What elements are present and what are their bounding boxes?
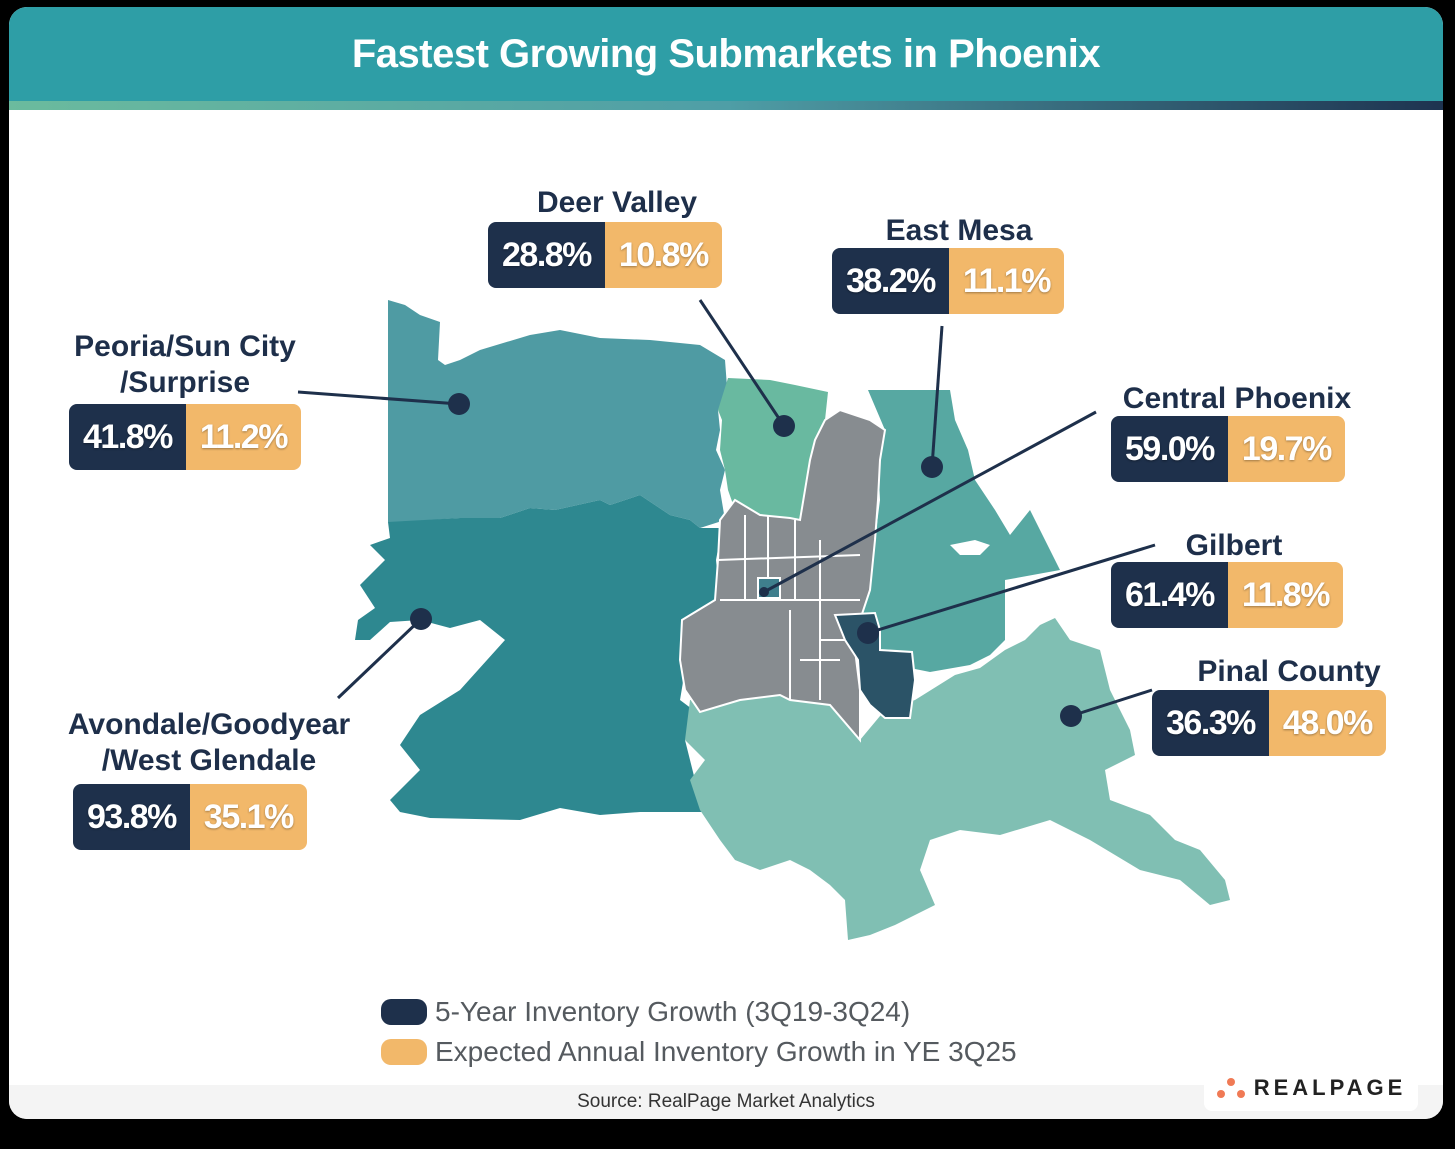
label-pinal-county: Pinal County	[1197, 655, 1381, 688]
five-year-growth-badge: 28.8%	[488, 222, 605, 288]
five-year-growth-badge: 59.0%	[1111, 416, 1228, 482]
annual-growth-badge: 11.2%	[185, 404, 301, 470]
badges-central-phoenix: 59.0% 19.7%	[1111, 416, 1345, 482]
annual-growth-badge: 48.0%	[1268, 690, 1386, 756]
region-pinal	[685, 618, 1230, 940]
legend-item-annual: Expected Annual Inventory Growth in YE 3…	[381, 1032, 1017, 1072]
badges-gilbert: 61.4% 11.8%	[1111, 562, 1343, 628]
five-year-growth-badge: 93.8%	[73, 784, 190, 850]
annual-growth-badge: 19.7%	[1227, 416, 1345, 482]
annual-growth-badge: 35.1%	[189, 784, 307, 850]
realpage-logo: REALPAGE	[1204, 1065, 1418, 1111]
avondale-marker	[410, 608, 432, 630]
gilbert-marker	[857, 622, 879, 644]
label-peoria: Peoria/Sun City /Surprise	[74, 330, 296, 399]
label-east-mesa: East Mesa	[885, 214, 1033, 247]
peoria-marker	[448, 393, 470, 415]
deer-valley-marker	[773, 415, 795, 437]
annual-growth-badge: 11.1%	[948, 248, 1064, 314]
central-phoenix-marker	[759, 587, 769, 597]
badges-avondale: 93.8% 35.1%	[73, 784, 307, 850]
label-central-phoenix: Central Phoenix	[1122, 382, 1352, 415]
label-gilbert: Gilbert	[1185, 529, 1283, 562]
infographic-card: Fastest Growing Submarkets in Phoenix	[9, 7, 1443, 1119]
badges-deer-valley: 28.8% 10.8%	[488, 222, 722, 288]
five-year-growth-badge: 41.8%	[69, 404, 186, 470]
phoenix-submarket-map	[297, 299, 1230, 940]
navy-swatch-icon	[381, 999, 427, 1025]
legend-item-five-year: 5-Year Inventory Growth (3Q19-3Q24)	[381, 992, 1017, 1032]
pinal-marker	[1060, 705, 1082, 727]
east-mesa-marker	[921, 456, 943, 478]
region-deer-valley	[718, 378, 828, 520]
header-bar	[9, 7, 1443, 101]
page-title: Fastest Growing Submarkets in Phoenix	[351, 32, 1101, 76]
region-peoria	[388, 300, 728, 528]
annual-growth-badge: 11.8%	[1227, 562, 1343, 628]
five-year-growth-badge: 61.4%	[1111, 562, 1228, 628]
label-avondale: Avondale/Goodyear /West Glendale	[67, 708, 351, 777]
label-deer-valley: Deer Valley	[536, 186, 698, 219]
badges-east-mesa: 38.2% 11.1%	[832, 248, 1064, 314]
five-year-growth-badge: 36.3%	[1152, 690, 1269, 756]
legend: 5-Year Inventory Growth (3Q19-3Q24) Expe…	[381, 992, 1017, 1072]
source-note: Source: RealPage Market Analytics	[577, 1091, 875, 1112]
realpage-dots-icon	[1216, 1078, 1245, 1098]
badges-pinal-county: 36.3% 48.0%	[1152, 690, 1386, 756]
annual-growth-badge: 10.8%	[604, 222, 722, 288]
region-avondale	[355, 495, 722, 820]
region-east-mesa	[860, 390, 1060, 672]
badges-peoria: 41.8% 11.2%	[69, 404, 301, 470]
five-year-growth-badge: 38.2%	[832, 248, 949, 314]
gold-swatch-icon	[381, 1039, 427, 1065]
header-gradient-strip	[9, 101, 1443, 110]
